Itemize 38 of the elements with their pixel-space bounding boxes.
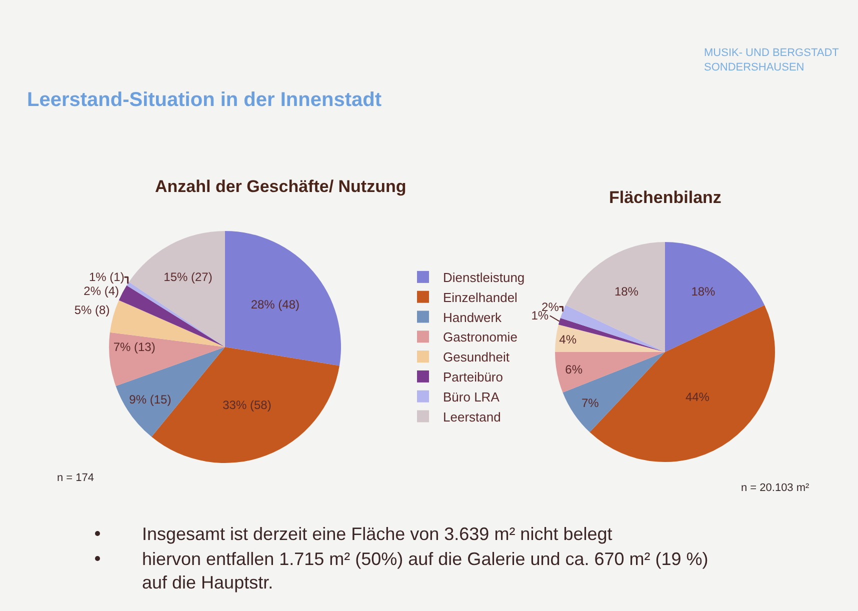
- pie-slice: [558, 318, 665, 352]
- data-label: 7%: [581, 396, 600, 410]
- text: Insgesamt ist derzeit eine Fläche von 3.639 m² nicht belegt: [142, 524, 612, 544]
- data-label: 7% (13): [113, 340, 156, 354]
- legend-label: Gesundheit: [443, 350, 510, 365]
- text: MUSIK- UND BERGSTADT SONDERSHAUSEN: [704, 47, 840, 74]
- data-label: 1% (1): [88, 270, 124, 284]
- text: Leerstand-Situation in der Innenstadt: [27, 89, 382, 111]
- data-label: 6%: [565, 362, 583, 376]
- data-label: 2% (4): [84, 284, 120, 298]
- pie-slice: [109, 332, 225, 386]
- chart-title: Flächenbilanz: [609, 188, 722, 207]
- legend-label: Parteibüro: [443, 370, 503, 385]
- text: n = 20.103 m²: [741, 482, 810, 494]
- pie-slice: [225, 231, 341, 366]
- pie-slice: [665, 242, 765, 352]
- chart-title: Anzahl der Geschäfte/ Nutzung: [155, 177, 406, 196]
- data-label: 44%: [685, 390, 710, 404]
- data-label: 9% (15): [129, 392, 172, 407]
- pie-slice: [562, 352, 665, 432]
- pie-slice: [555, 352, 665, 392]
- data-label: 33% (58): [222, 398, 272, 412]
- legend-label: Gastronomie: [443, 330, 518, 345]
- data-label: 15% (27): [164, 270, 212, 284]
- data-label: 28% (48): [250, 297, 300, 312]
- text: n = 174: [57, 472, 94, 484]
- legend-label: Handwerk: [443, 310, 502, 325]
- pie-slice: [560, 305, 665, 352]
- legend-label: Leerstand: [443, 409, 501, 424]
- data-label: 5% (8): [74, 303, 110, 318]
- data-label: 18%: [691, 284, 716, 299]
- legend-label: Büro LRA: [443, 389, 500, 404]
- pie-slice: [555, 324, 665, 352]
- legend-label: Einzelhandel: [443, 290, 518, 305]
- legend-label: Dienstleistung: [443, 270, 525, 286]
- data-label: 4%: [559, 332, 577, 347]
- text: hiervon entfallen 1.715 m² (50%) auf die Galerie und ca. 670 m² (19 %) auf die Hauptstr.: [142, 549, 708, 592]
- data-label: 18%: [614, 284, 639, 299]
